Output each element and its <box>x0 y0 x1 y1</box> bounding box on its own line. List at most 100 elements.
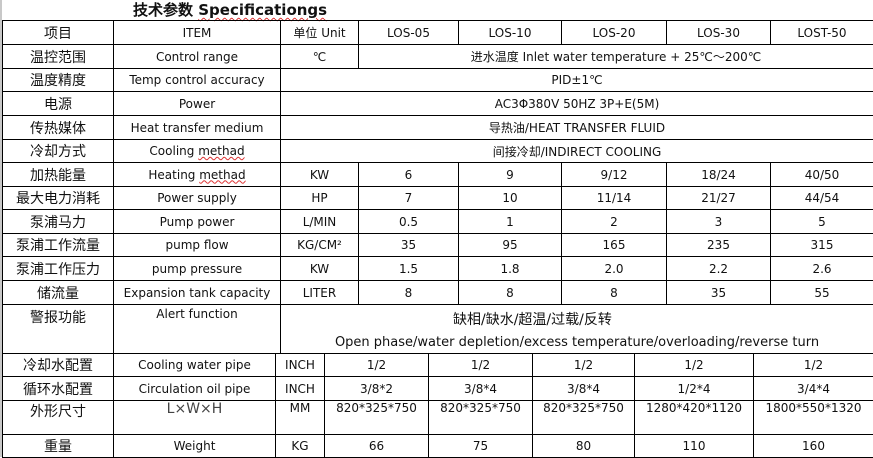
model-value: 55 <box>771 281 873 305</box>
unit: LITER <box>281 281 359 305</box>
item-en-label: Pump power <box>160 215 235 229</box>
item-en-label: Temp control accuracy <box>129 73 264 87</box>
model-value: 1/2 <box>429 354 533 377</box>
item-en: pump flow <box>114 234 281 257</box>
item-zh: 最大电力消耗 <box>3 187 114 210</box>
item-en: Power supply <box>114 187 281 210</box>
spec-value: 进水温度 Inlet water temperature + 25℃～200℃ <box>359 45 873 69</box>
unit: KW <box>281 163 359 187</box>
model-value: 820*325*750 <box>429 401 533 435</box>
header-item-zh: 项目 <box>3 21 114 45</box>
model-value: 1/2 <box>325 354 429 377</box>
alert-en: Alert function <box>114 305 280 321</box>
model-value: 3/8*4 <box>533 377 635 401</box>
item-zh: 重量 <box>3 435 114 458</box>
item-en-label: Cooling methad <box>149 144 244 158</box>
alert-value: 缺相/缺水/超温/过载/反转 Open phase/water depletion… <box>281 305 873 354</box>
item-en-label: Heat transfer medium <box>131 121 264 135</box>
model-value: 7 <box>359 187 459 210</box>
model-value: 1/2*4 <box>635 377 754 401</box>
item-en: Heating methad <box>114 163 281 187</box>
alert-zh: 警报功能 <box>3 305 113 327</box>
model-value: 1/2 <box>635 354 754 377</box>
model-value: 1/2 <box>533 354 635 377</box>
model-value: 315 <box>771 234 873 257</box>
spec-value: PID±1℃ <box>281 69 873 92</box>
model-value: 66 <box>325 435 429 458</box>
model-value: 95 <box>459 234 562 257</box>
model-value: 75 <box>429 435 533 458</box>
unit: KW <box>281 257 359 281</box>
unit: INCH <box>276 354 325 377</box>
unit: INCH <box>276 377 325 401</box>
item-en: Power <box>114 92 281 116</box>
item-zh: 传热媒体 <box>3 116 114 140</box>
model-value: 165 <box>562 234 667 257</box>
item-en: Heat transfer medium <box>114 116 281 140</box>
table-row: 温度精度 Temp control accuracy PID±1℃ <box>3 69 873 92</box>
model-value: 3/4*4 <box>754 377 873 401</box>
model-value: 9/12 <box>562 163 667 187</box>
unit: KG/CM² <box>281 234 359 257</box>
item-en: pump pressure <box>114 257 281 281</box>
model-value: 1/2 <box>754 354 873 377</box>
header-model: LOS-20 <box>562 21 667 45</box>
model-value: 2 <box>562 210 667 234</box>
item-en-label: Power supply <box>157 191 237 205</box>
model-value: 80 <box>533 435 635 458</box>
model-value: 820*325*750 <box>533 401 635 435</box>
model-value: 40/50 <box>771 163 873 187</box>
model-value: 1280*420*1120 <box>635 401 754 435</box>
model-value: 0.5 <box>359 210 459 234</box>
model-value: 820*325*750 <box>325 401 429 435</box>
model-value: 21/27 <box>667 187 771 210</box>
model-value: 11/14 <box>562 187 667 210</box>
model-value: 1.5 <box>359 257 459 281</box>
unit: HP <box>281 187 359 210</box>
item-zh: 警报功能 <box>3 305 114 354</box>
header-model: LOST-50 <box>771 21 873 45</box>
header-model: LOS-05 <box>359 21 459 45</box>
model-value: 35 <box>667 281 771 305</box>
unit: MM <box>276 401 325 435</box>
item-en-label: pump flow <box>165 238 228 252</box>
header-model: LOS-10 <box>459 21 562 45</box>
model-value: 2.0 <box>562 257 667 281</box>
model-value: 110 <box>635 435 754 458</box>
model-value: 235 <box>667 234 771 257</box>
model-value: 10 <box>459 187 562 210</box>
model-value: 160 <box>754 435 873 458</box>
page-title: 技术参数 Specificationgs <box>133 0 327 20</box>
title-en: Specificationgs <box>198 1 327 19</box>
item-zh: 温度精度 <box>3 69 114 92</box>
item-en: Control range <box>114 45 281 69</box>
item-zh: 加热能量 <box>3 163 114 187</box>
item-en: Cooling methad <box>114 140 281 163</box>
model-value: 18/24 <box>667 163 771 187</box>
item-zh: 泵浦工作压力 <box>3 257 114 281</box>
item-en-label: Heating methad <box>148 168 245 182</box>
model-value: 3/8*4 <box>429 377 533 401</box>
model-value: 2.2 <box>667 257 771 281</box>
model-value: 8 <box>359 281 459 305</box>
item-zh: 储流量 <box>3 281 114 305</box>
alert-value-zh: 缺相/缺水/超温/过载/反转 <box>281 309 873 329</box>
item-en: Temp control accuracy <box>114 69 281 92</box>
item-en: Expansion tank capacity <box>114 281 281 305</box>
alert-value-en: Open phase/water depletion/excess temper… <box>281 335 873 350</box>
header-item-en: ITEM <box>114 21 281 45</box>
